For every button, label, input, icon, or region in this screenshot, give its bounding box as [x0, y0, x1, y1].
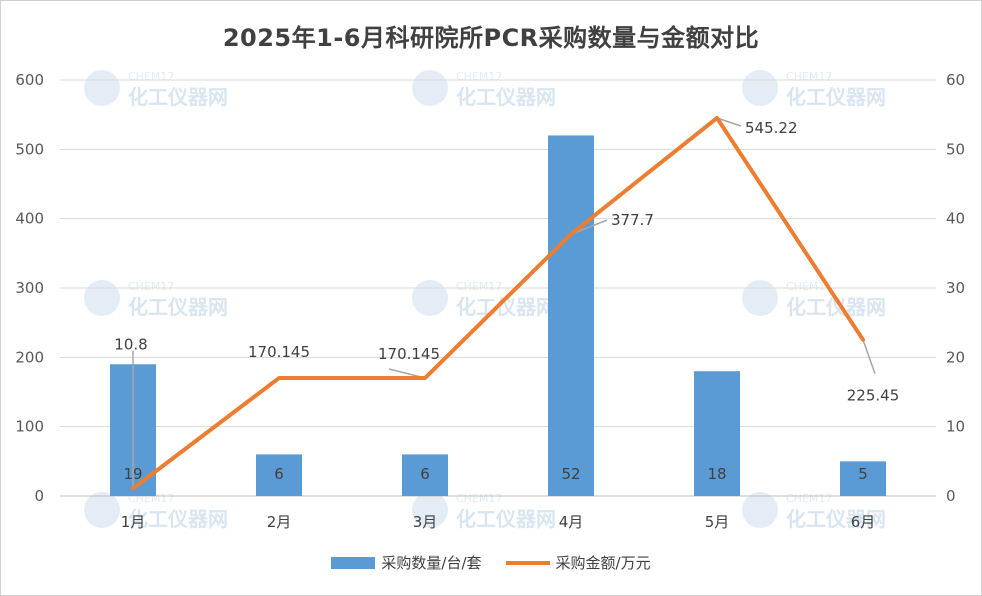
watermark-text: 化工仪器网 [128, 85, 228, 109]
left-tick-label: 0 [34, 487, 44, 505]
line-data-label: 10.8 [114, 336, 147, 354]
bar-5 [694, 371, 740, 496]
right-tick-label: 50 [946, 140, 965, 158]
watermark-text: 化工仪器网 [786, 507, 886, 531]
watermark-brand: CHEM17 [456, 280, 502, 293]
watermark-brand: CHEM17 [786, 70, 832, 83]
legend-swatch-bar [331, 556, 376, 569]
left-axis: 0 100 200 300 400 500 600 [15, 71, 44, 505]
leader-line [862, 339, 876, 374]
bar-data-labels: 19 6 6 52 18 5 [123, 465, 867, 483]
bar-data-label: 6 [420, 465, 430, 483]
right-axis: 0 10 20 30 40 50 60 [946, 71, 965, 505]
watermark-logo-icon [412, 70, 448, 106]
category-label: 1月 [121, 513, 146, 531]
leader-line [716, 117, 742, 127]
left-tick-label: 300 [15, 279, 44, 297]
left-tick-label: 100 [15, 418, 44, 436]
legend: 采购数量/台/套 采购金额/万元 [0, 552, 982, 573]
legend-label-quantity: 采购数量/台/套 [381, 554, 482, 572]
line-data-label: 170.145 [248, 343, 310, 361]
watermark-7: CHEM17 化工仪器网 [412, 492, 556, 531]
line-data-label: 545.22 [745, 119, 798, 137]
amount-line [131, 115, 865, 491]
line-series [131, 115, 865, 491]
chart-title: 2025年1-6月科研院所PCR采购数量与金额对比 [222, 24, 760, 52]
category-axis: 1月 2月 3月 4月 5月 6月 [121, 513, 876, 531]
watermark-layer: CHEM17 化工仪器网 CHEM17 化工仪器网 CHEM17 化工仪器网 CHEM17 化… [84, 70, 886, 531]
watermark-brand: CHEM17 [786, 280, 832, 293]
watermark-3: CHEM17 化工仪器网 [84, 280, 228, 319]
watermark-brand: CHEM17 [128, 70, 174, 83]
watermark-text: 化工仪器网 [456, 507, 556, 531]
bar-6 [840, 461, 886, 496]
watermark-8: CHEM17 化工仪器网 [742, 492, 886, 531]
line-data-label: 170.145 [378, 345, 440, 363]
left-tick-label: 400 [15, 210, 44, 228]
category-label: 2月 [267, 513, 292, 531]
watermark-logo-icon [412, 492, 448, 528]
right-tick-label: 60 [946, 71, 965, 89]
watermark-text: 化工仪器网 [786, 85, 886, 109]
bar-2 [256, 454, 302, 496]
watermark-1: CHEM17 化工仪器网 [412, 70, 556, 109]
bar-data-label: 5 [858, 465, 868, 483]
line-data-label: 225.45 [847, 387, 900, 405]
watermark-0: CHEM17 化工仪器网 [84, 70, 228, 109]
watermark-logo-icon [742, 70, 778, 106]
watermark-logo-icon [84, 280, 120, 316]
watermark-2: CHEM17 化工仪器网 [742, 70, 886, 109]
watermark-logo-icon [84, 70, 120, 106]
legend-item-quantity: 采购数量/台/套 [331, 552, 482, 573]
right-tick-label: 30 [946, 279, 965, 297]
category-label: 3月 [413, 513, 438, 531]
left-tick-label: 600 [15, 71, 44, 89]
watermark-brand: CHEM17 [456, 70, 502, 83]
watermark-brand: CHEM17 [456, 492, 502, 505]
bar-3 [402, 454, 448, 496]
left-tick-label: 500 [15, 140, 44, 158]
grid-lines [60, 79, 936, 497]
legend-item-amount: 采购金额/万元 [505, 552, 651, 573]
right-tick-label: 10 [946, 418, 965, 436]
watermark-logo-icon [742, 492, 778, 528]
watermark-logo-icon [84, 492, 120, 528]
bar-data-label: 18 [707, 465, 726, 483]
right-tick-label: 20 [946, 348, 965, 366]
bar-4 [548, 135, 594, 496]
category-label: 6月 [851, 513, 876, 531]
watermark-text: 化工仪器网 [128, 507, 228, 531]
line-data-label: 377.7 [611, 211, 654, 229]
legend-swatch-line [505, 560, 550, 565]
category-label: 4月 [559, 513, 584, 531]
right-tick-label: 40 [946, 210, 965, 228]
watermark-brand: CHEM17 [128, 280, 174, 293]
category-label: 5月 [705, 513, 730, 531]
left-tick-label: 200 [15, 348, 44, 366]
right-tick-label: 0 [946, 487, 956, 505]
bar-data-label: 19 [123, 465, 142, 483]
watermark-text: 化工仪器网 [456, 85, 556, 109]
legend-label-amount: 采购金额/万元 [555, 554, 651, 572]
watermark-brand: CHEM17 [786, 492, 832, 505]
watermark-logo-icon [742, 280, 778, 316]
watermark-text: 化工仪器网 [128, 295, 228, 319]
bar-data-label: 52 [561, 465, 580, 483]
bar-data-label: 6 [274, 465, 284, 483]
line-data-labels: 10.8 170.145 170.145 377.7 545.22 225.45 [114, 119, 899, 405]
watermark-logo-icon [412, 280, 448, 316]
